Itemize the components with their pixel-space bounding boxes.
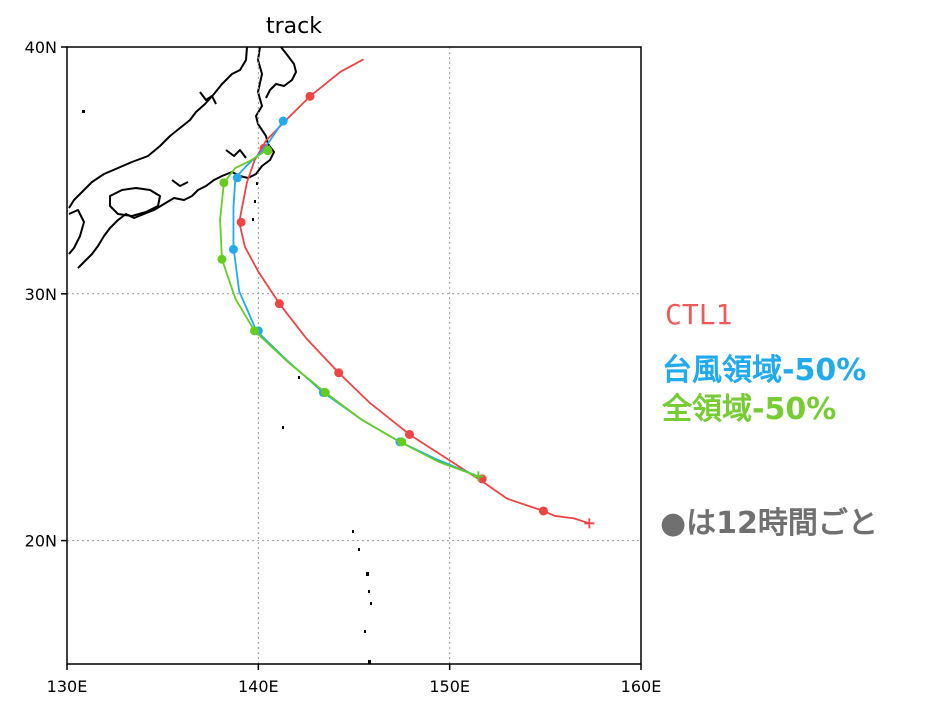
plot-frame: [66, 46, 642, 665]
track-marker-1-3: [228, 244, 238, 254]
island-dots: [82, 110, 372, 664]
track-marker-2-2: [250, 326, 260, 336]
track-marker-0-4: [274, 299, 284, 309]
track-marker-2-0: [397, 437, 407, 447]
legend-tc-region: 台風領域-50%: [662, 353, 867, 388]
track-marker-2-4: [219, 178, 229, 188]
track-marker-0-7: [305, 91, 315, 101]
track-series: [217, 58, 595, 529]
y-tick-label-0: 20N: [25, 532, 57, 551]
x-tick-label-2: 150E: [429, 677, 470, 696]
x-tick-label-1: 140E: [238, 677, 279, 696]
track-start-cross-2: [473, 471, 484, 482]
track-marker-1-4: [232, 173, 242, 183]
track-marker-0-3: [334, 368, 344, 378]
y-tick-label-2: 40N: [25, 38, 57, 57]
track-marker-0-0: [538, 506, 548, 516]
track-marker-1-5: [278, 116, 288, 126]
track-marker-0-5: [236, 217, 246, 227]
track-marker-2-1: [320, 388, 330, 398]
marker-interval-note: ●は12時間ごと: [660, 506, 878, 541]
track-line-1: [232, 120, 479, 478]
legend-all-region: 全領域-50%: [662, 392, 837, 427]
track-marker-2-5: [263, 146, 273, 156]
track-marker-0-2: [404, 429, 414, 439]
track-line-0: [238, 58, 590, 525]
grid-lines: [67, 47, 641, 664]
track-line-2: [219, 145, 479, 478]
y-tick-label-1: 30N: [25, 285, 57, 304]
x-tick-label-3: 160E: [621, 677, 662, 696]
legend-ctl1: CTL1: [665, 298, 733, 331]
track-marker-2-3: [217, 254, 227, 264]
chart-title: track: [266, 14, 322, 39]
coastline-map: [68, 47, 297, 269]
track-start-cross-0: [584, 518, 595, 529]
x-tick-label-0: 130E: [47, 677, 88, 696]
